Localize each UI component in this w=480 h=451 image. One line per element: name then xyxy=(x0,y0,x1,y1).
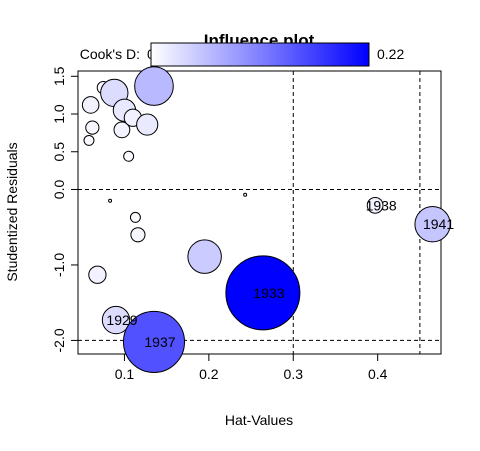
x-axis: 0.1 0.2 0.3 0.4 xyxy=(115,354,388,382)
data-point-0 xyxy=(83,134,95,146)
point-label-17: 1929 xyxy=(106,312,137,328)
data-point-17 xyxy=(101,305,131,335)
x-tick-label-3: 0.4 xyxy=(368,366,388,382)
point-label-19: 1937 xyxy=(144,334,175,350)
y-axis: -2.0 -1.0 0.0 0.5 1.0 1.5 xyxy=(51,66,78,352)
data-points xyxy=(81,66,451,373)
data-point-20 xyxy=(366,196,384,214)
data-point-15 xyxy=(88,265,107,284)
data-point-9 xyxy=(136,113,159,136)
data-point-2 xyxy=(81,96,100,114)
y-tick-label-2: 0.0 xyxy=(51,180,67,200)
x-tick-label-0: 0.1 xyxy=(115,366,135,382)
data-point-19 xyxy=(122,310,186,373)
point-labels: 1929 1933 1937 1938 1941 xyxy=(106,197,454,350)
data-point-13 xyxy=(129,211,141,223)
data-point-18 xyxy=(225,255,301,331)
data-point-1 xyxy=(85,120,100,135)
data-point-6 xyxy=(113,121,131,139)
x-tick-label-2: 0.3 xyxy=(284,366,304,382)
data-point-14 xyxy=(130,227,146,243)
point-label-21: 1941 xyxy=(423,216,454,232)
y-tick-label-0: -2.0 xyxy=(51,328,67,352)
legend-label: Cook's D: xyxy=(80,46,140,62)
x-axis-label: Hat-Values xyxy=(225,412,293,428)
data-point-12 xyxy=(243,192,248,197)
data-point-10 xyxy=(134,66,174,106)
data-point-11 xyxy=(108,198,113,203)
y-tick-label-4: 1.0 xyxy=(51,104,67,124)
data-point-16 xyxy=(187,239,222,274)
y-tick-label-5: 1.5 xyxy=(51,66,67,86)
legend-color-bar xyxy=(150,42,370,67)
y-tick-label-1: -1.0 xyxy=(51,253,67,277)
legend-max-label: 0.22 xyxy=(377,46,404,62)
data-point-21 xyxy=(414,206,451,243)
y-tick-label-3: 0.5 xyxy=(51,142,67,162)
point-label-18: 1933 xyxy=(253,285,284,301)
y-axis-label: Studentized Residuals xyxy=(4,142,20,281)
point-label-20: 1938 xyxy=(366,197,397,213)
x-tick-label-1: 0.2 xyxy=(199,366,219,382)
cooks-d-legend: Cook's D: 0 0.22 xyxy=(80,42,404,67)
data-point-7 xyxy=(123,150,135,162)
